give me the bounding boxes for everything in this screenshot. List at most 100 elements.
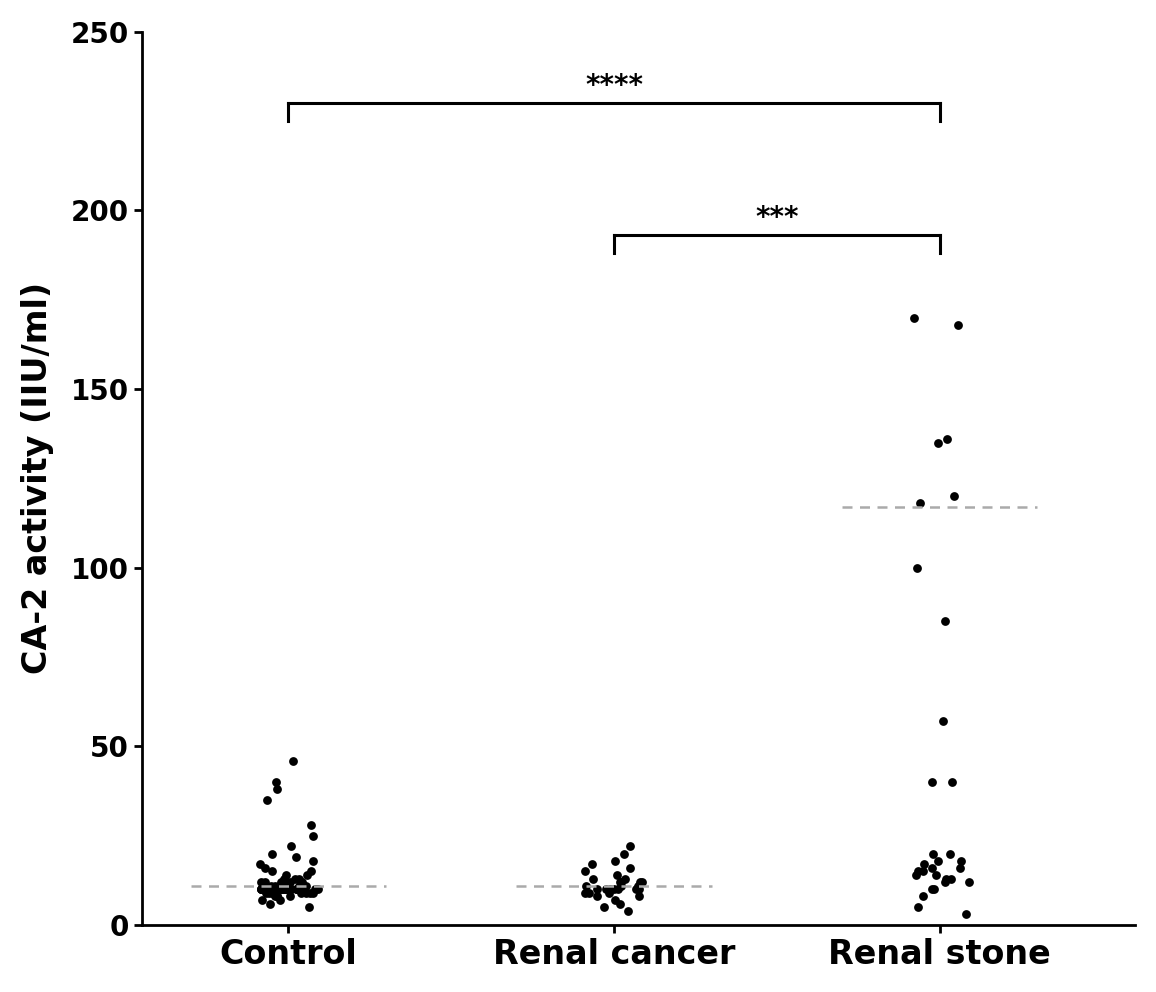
Point (936, 874, 955, 890)
Point (267, 774, 286, 790)
Point (621, 838, 639, 854)
Point (290, 881, 309, 897)
Point (632, 874, 651, 890)
Point (630, 881, 649, 897)
Point (292, 874, 311, 890)
Point (939, 432, 957, 447)
Point (605, 881, 623, 897)
Point (277, 881, 296, 897)
Point (253, 881, 272, 897)
Text: ****: **** (585, 71, 643, 100)
Point (577, 878, 595, 894)
Point (255, 874, 274, 890)
Point (302, 817, 320, 833)
Point (959, 874, 978, 890)
Point (276, 874, 295, 890)
Point (935, 613, 954, 629)
Point (297, 885, 316, 901)
Point (943, 774, 962, 790)
Point (304, 885, 323, 901)
Point (629, 878, 647, 894)
Point (600, 885, 618, 901)
Point (281, 889, 299, 905)
Point (307, 881, 326, 897)
Point (272, 892, 290, 908)
Point (274, 881, 292, 897)
Point (288, 881, 306, 897)
Point (941, 871, 959, 887)
Point (266, 878, 284, 894)
Point (272, 874, 290, 890)
Point (252, 881, 271, 897)
Point (922, 860, 941, 876)
Point (304, 853, 323, 869)
Point (610, 874, 629, 890)
Point (934, 713, 953, 729)
Point (251, 874, 269, 890)
Point (274, 881, 292, 897)
Point (576, 885, 594, 901)
Point (281, 881, 299, 897)
Point (267, 881, 286, 897)
Point (286, 871, 304, 887)
Point (258, 881, 276, 897)
Point (309, 881, 327, 897)
Point (304, 827, 323, 843)
Point (281, 874, 299, 890)
Point (268, 889, 287, 905)
Point (283, 753, 302, 769)
Point (261, 878, 280, 894)
Point (630, 874, 649, 890)
Point (595, 899, 614, 915)
Point (274, 881, 292, 897)
Point (924, 845, 942, 861)
Point (587, 881, 606, 897)
Point (273, 881, 291, 897)
Point (287, 849, 305, 865)
Point (282, 838, 301, 854)
Point (269, 878, 288, 894)
Point (281, 881, 299, 897)
Point (913, 889, 932, 905)
Point (254, 881, 273, 897)
Point (262, 845, 281, 861)
Point (914, 863, 933, 879)
Point (951, 860, 970, 876)
Point (600, 881, 618, 897)
Point (927, 867, 946, 883)
Point (290, 871, 309, 887)
Point (922, 774, 941, 790)
Point (584, 871, 602, 887)
Point (276, 881, 295, 897)
Point (608, 867, 627, 883)
Point (272, 881, 290, 897)
Point (260, 896, 279, 912)
Point (262, 885, 281, 901)
Point (587, 889, 606, 905)
Point (628, 881, 646, 897)
Point (580, 885, 599, 901)
Point (928, 853, 947, 869)
Point (301, 885, 319, 901)
Point (938, 871, 956, 887)
Point (302, 863, 320, 879)
Point (630, 889, 649, 905)
Point (907, 559, 926, 575)
Point (949, 316, 968, 332)
Point (275, 871, 294, 887)
Y-axis label: CA-2 activity (IIU/ml): CA-2 activity (IIU/ml) (21, 283, 54, 675)
Point (266, 885, 284, 901)
Point (909, 899, 927, 915)
Point (257, 885, 275, 901)
Point (258, 881, 276, 897)
Point (612, 896, 630, 912)
Point (305, 881, 324, 897)
Point (266, 889, 284, 905)
Point (288, 881, 306, 897)
Point (295, 881, 313, 897)
Point (287, 881, 305, 897)
Point (272, 881, 290, 897)
Point (914, 856, 933, 872)
Point (289, 881, 307, 897)
Point (260, 885, 279, 901)
